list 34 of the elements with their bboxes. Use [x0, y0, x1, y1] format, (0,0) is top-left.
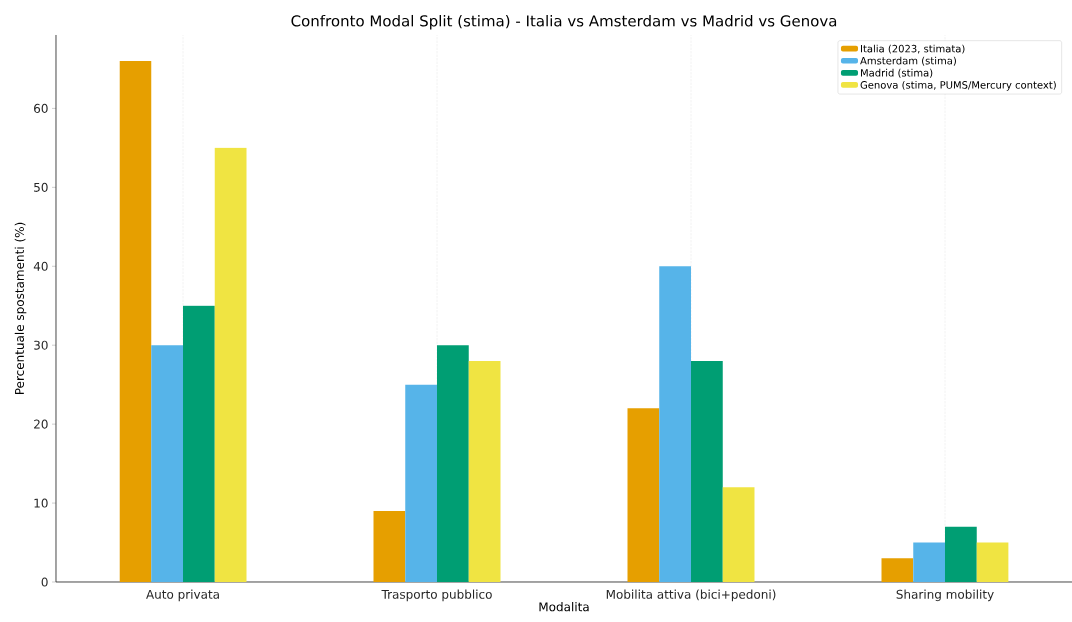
bar: [151, 345, 183, 582]
y-tick-label: 20: [34, 419, 48, 429]
bar: [659, 266, 691, 582]
x-tick-label: Mobilita attiva (bici+pedoni): [606, 589, 776, 602]
legend-label: Amsterdam (stima): [860, 56, 956, 66]
x-tick-label: Sharing mobility: [896, 589, 994, 602]
y-tick-label: 30: [34, 340, 48, 350]
chart-title: Confronto Modal Split (stima) - Italia vs Amsterdam vs Madrid vs Genova: [291, 14, 837, 30]
legend-label: Madrid (stima): [861, 68, 933, 78]
y-tick-label: 60: [34, 103, 48, 113]
bar: [437, 345, 469, 582]
bar: [468, 360, 501, 582]
bar: [722, 487, 755, 582]
y-tick-label: 40: [33, 261, 48, 271]
x-tick-label: Trasporto pubblico: [381, 589, 492, 602]
bar: [691, 360, 723, 582]
bar: [976, 542, 1009, 582]
bar: [119, 61, 152, 582]
x-axis-title: Modalita: [539, 602, 589, 612]
legend-label: Italia (2023, stimata): [861, 44, 965, 54]
bar: [183, 305, 215, 582]
bar: [881, 558, 914, 582]
bar: [913, 542, 945, 582]
bar: [373, 510, 406, 582]
y-axis-title: Percentuale spostamenti (%): [14, 222, 27, 395]
y-tick-label: 50: [34, 182, 48, 192]
bar: [405, 384, 437, 582]
x-tick-label: Auto privata: [146, 589, 219, 602]
bar: [627, 408, 660, 582]
bar: [214, 147, 247, 582]
y-tick-label: 0: [41, 577, 48, 587]
y-tick-label: 10: [34, 498, 48, 508]
bar: [945, 526, 977, 582]
legend-label: Genova (stima, PUMS/Mercury context): [860, 80, 1056, 91]
